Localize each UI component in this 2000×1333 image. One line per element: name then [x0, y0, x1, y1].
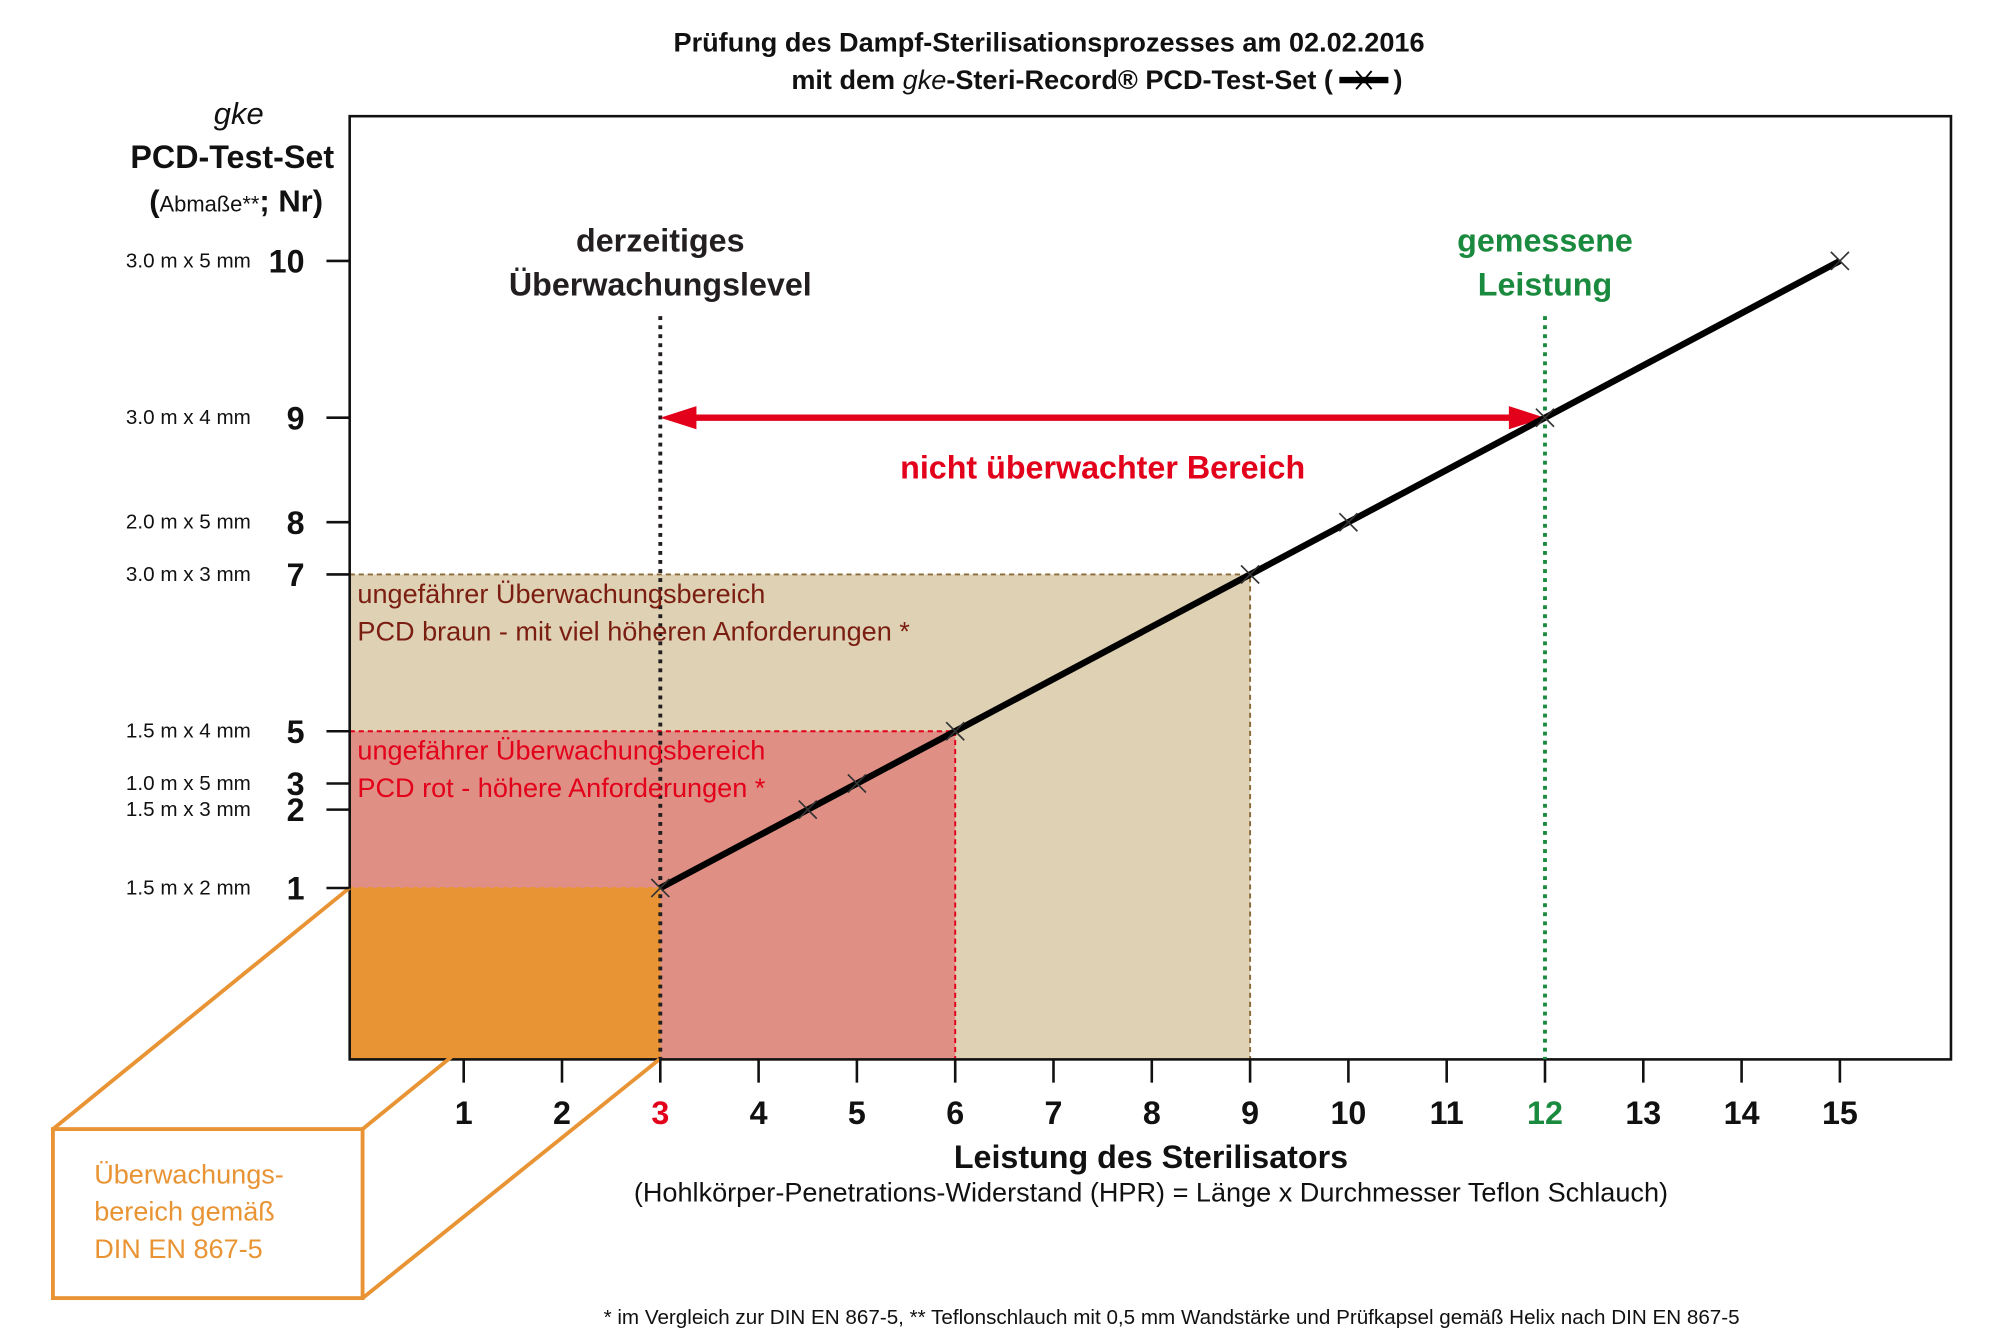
callout-line: [361, 1057, 661, 1300]
y-tick-label: 10: [269, 244, 305, 280]
y-tick-label: 9: [287, 400, 305, 436]
arrow-head: [1508, 406, 1545, 430]
legend-glyph: [1339, 70, 1389, 90]
x-tick-label: 2: [553, 1095, 571, 1131]
y-tick-sublabel: 2.0 m x 5 mm: [126, 511, 251, 534]
x-tick-label: 9: [1241, 1095, 1259, 1131]
x-tick-label: 11: [1430, 1095, 1464, 1131]
y-header: (Abmaße**; Nr): [149, 184, 323, 219]
reference-label: Leistung: [1478, 267, 1612, 303]
y-header-part: ; Nr): [259, 184, 323, 219]
x-tick-label: 8: [1143, 1095, 1161, 1131]
chart-title: Prüfung des Dampf-Sterilisationsprozesse…: [674, 27, 1425, 58]
x-tick-label: 4: [750, 1095, 768, 1131]
x-tick-label: 5: [848, 1095, 866, 1131]
region-label: bereich gemäß: [94, 1196, 275, 1227]
x-tick-label: 12: [1527, 1095, 1563, 1131]
point-marker: [945, 721, 965, 741]
y-tick-sublabel: 1.5 m x 3 mm: [126, 798, 251, 821]
y-header: PCD-Test-Set: [130, 139, 334, 175]
x-tick-label: 1: [455, 1095, 473, 1131]
callout-line: [361, 886, 661, 1131]
y-tick-sublabel: 3.0 m x 3 mm: [126, 563, 251, 586]
x-tick-label: 14: [1724, 1095, 1760, 1131]
x-axis-label: Leistung des Sterilisators: [954, 1139, 1348, 1175]
point-marker: [650, 878, 670, 898]
y-header-part: Abmaße**: [160, 192, 260, 217]
x-tick-label: 6: [946, 1095, 964, 1131]
point-marker: [1830, 251, 1850, 271]
y-tick-sublabel: 1.0 m x 5 mm: [126, 772, 251, 795]
x-tick-label: 15: [1822, 1095, 1858, 1131]
y-tick-sublabel: 1.5 m x 4 mm: [126, 720, 251, 743]
x-axis-sublabel: (Hohlkörper-Penetrations-Widerstand (HPR…: [634, 1176, 1668, 1207]
y-tick-label: 1: [287, 871, 305, 907]
region-edge: [349, 573, 1252, 1060]
arrow-head: [660, 406, 697, 430]
point-marker: [1338, 512, 1359, 532]
series-line: [658, 258, 1842, 891]
region-label: PCD rot - höhere Anforderungen *: [357, 772, 765, 803]
reference-label: derzeitiges: [576, 223, 744, 259]
y-tick-sublabel: 3.0 m x 5 mm: [126, 249, 251, 272]
reference-label: gemessene: [1457, 223, 1633, 259]
x-tick-label: 10: [1330, 1095, 1366, 1131]
y-tick-label: 5: [287, 714, 305, 750]
reference-label: Überwachungslevel: [509, 267, 812, 303]
callout-line: [51, 886, 351, 1131]
arrow-label: nicht überwachter Bereich: [900, 449, 1305, 485]
callout: [50, 886, 661, 1301]
region-label: DIN EN 867-5: [94, 1233, 263, 1264]
y-tick-label: 8: [287, 505, 305, 541]
legend-cross: [1355, 70, 1373, 90]
region-label: ungefährer Überwachungsbereich: [357, 735, 765, 766]
subtitle-part: gke: [903, 64, 947, 95]
point-marker: [1240, 564, 1260, 585]
x-tick-label: 7: [1045, 1095, 1063, 1131]
chart-subtitle: mit dem gke-Steri-Record® PCD-Test-Set (: [791, 64, 1333, 95]
x-tick-label: 13: [1625, 1095, 1661, 1131]
y-tick-sublabel: 3.0 m x 4 mm: [126, 406, 251, 429]
point-marker: [847, 773, 867, 794]
x-tick-label: 3: [651, 1095, 669, 1131]
region-label: ungefährer Überwachungsbereich: [357, 578, 765, 609]
y-tick-label: 2: [287, 792, 305, 828]
point-marker: [1535, 408, 1555, 428]
chart-subtitle-end: ): [1394, 64, 1403, 95]
subtitle-part: -Steri-Record® PCD-Test-Set (: [946, 64, 1333, 95]
y-header: gke: [214, 96, 264, 131]
region-label: Überwachungs-: [94, 1158, 284, 1189]
y-header-part: (: [149, 184, 160, 219]
point-marker: [798, 799, 818, 820]
subtitle-part: mit dem: [791, 64, 902, 95]
plot-frame: [348, 114, 1953, 1061]
region-label: PCD braun - mit viel höheren Anforderung…: [357, 615, 910, 646]
footnote: * im Vergleich zur DIN EN 867-5, ** Tefl…: [604, 1306, 1740, 1329]
y-tick-label: 7: [287, 557, 305, 593]
callout-box: [50, 1127, 365, 1301]
region: [349, 888, 661, 1060]
y-tick-label: 3: [287, 766, 305, 802]
y-tick-sublabel: 1.5 m x 2 mm: [126, 876, 251, 899]
